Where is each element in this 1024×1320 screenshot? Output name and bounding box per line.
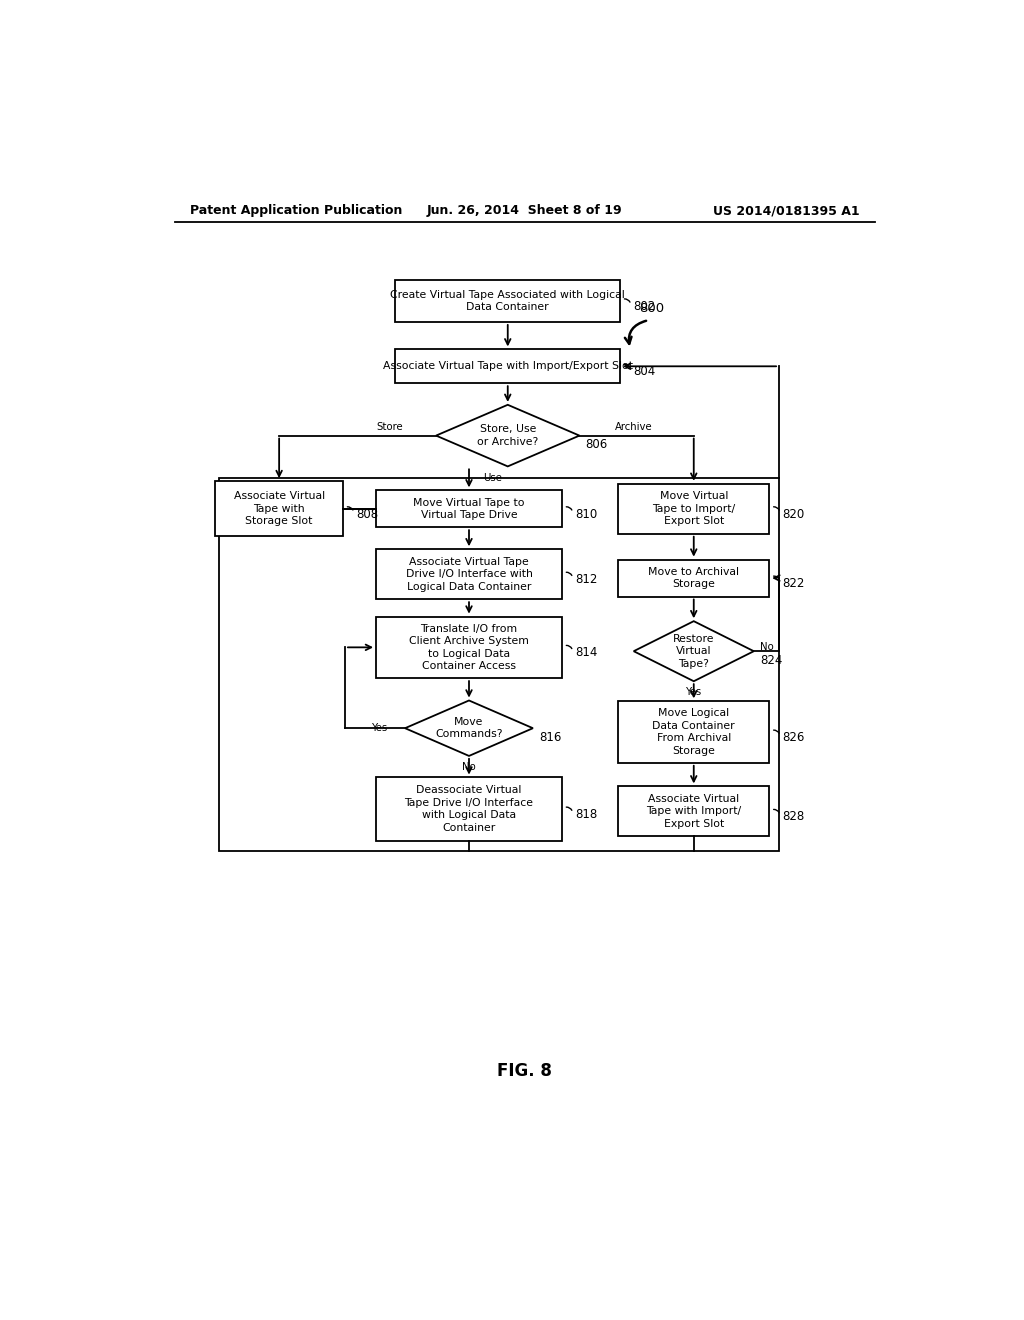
Text: Store, Use
or Archive?: Store, Use or Archive?	[477, 425, 539, 446]
Text: FIG. 8: FIG. 8	[498, 1061, 552, 1080]
Text: Store: Store	[376, 422, 402, 432]
Text: Create Virtual Tape Associated with Logical
Data Container: Create Virtual Tape Associated with Logi…	[390, 289, 625, 312]
Text: 814: 814	[575, 647, 598, 659]
FancyBboxPatch shape	[376, 777, 562, 841]
Text: No: No	[462, 762, 476, 772]
Text: Yes: Yes	[686, 688, 701, 697]
FancyBboxPatch shape	[376, 616, 562, 678]
Text: 810: 810	[575, 508, 597, 520]
Text: 812: 812	[575, 573, 598, 586]
Text: Associate Virtual Tape with Import/Export Slot: Associate Virtual Tape with Import/Expor…	[383, 362, 633, 371]
FancyBboxPatch shape	[618, 701, 769, 763]
Text: Restore
Virtual
Tape?: Restore Virtual Tape?	[673, 634, 715, 669]
FancyBboxPatch shape	[618, 787, 769, 837]
Text: Archive: Archive	[614, 422, 652, 432]
FancyBboxPatch shape	[395, 350, 621, 383]
Text: Jun. 26, 2014  Sheet 8 of 19: Jun. 26, 2014 Sheet 8 of 19	[427, 205, 623, 218]
Text: 808: 808	[356, 508, 378, 520]
FancyBboxPatch shape	[215, 480, 343, 536]
Text: 816: 816	[540, 731, 561, 744]
Text: Associate Virtual Tape
Drive I/O Interface with
Logical Data Container: Associate Virtual Tape Drive I/O Interfa…	[406, 557, 532, 591]
Text: 800: 800	[640, 302, 665, 315]
Text: 826: 826	[782, 731, 805, 744]
Text: No: No	[760, 643, 774, 652]
Polygon shape	[406, 701, 532, 756]
Text: Move
Commands?: Move Commands?	[435, 717, 503, 739]
Text: Associate Virtual
Tape with
Storage Slot: Associate Virtual Tape with Storage Slot	[233, 491, 325, 527]
Text: Move Virtual
Tape to Import/
Export Slot: Move Virtual Tape to Import/ Export Slot	[652, 491, 735, 527]
Text: 802: 802	[633, 300, 655, 313]
Text: Move to Archival
Storage: Move to Archival Storage	[648, 566, 739, 589]
Text: Move Virtual Tape to
Virtual Tape Drive: Move Virtual Tape to Virtual Tape Drive	[414, 498, 524, 520]
Text: Move Logical
Data Container
From Archival
Storage: Move Logical Data Container From Archiva…	[652, 709, 735, 755]
Text: 820: 820	[782, 508, 805, 520]
Text: Use: Use	[482, 473, 502, 483]
Text: 828: 828	[782, 810, 805, 824]
Text: 818: 818	[575, 808, 597, 821]
Text: Associate Virtual
Tape with Import/
Export Slot: Associate Virtual Tape with Import/ Expo…	[646, 793, 741, 829]
Text: 806: 806	[586, 438, 608, 451]
Text: 822: 822	[782, 577, 805, 590]
Text: Translate I/O from
Client Archive System
to Logical Data
Container Access: Translate I/O from Client Archive System…	[409, 624, 529, 671]
Text: 824: 824	[760, 653, 782, 667]
Text: 804: 804	[633, 366, 655, 379]
Polygon shape	[634, 622, 754, 681]
Text: Patent Application Publication: Patent Application Publication	[190, 205, 402, 218]
Text: Deassociate Virtual
Tape Drive I/O Interface
with Logical Data
Container: Deassociate Virtual Tape Drive I/O Inter…	[404, 785, 534, 833]
Polygon shape	[436, 405, 580, 466]
FancyBboxPatch shape	[395, 280, 621, 322]
FancyBboxPatch shape	[618, 560, 769, 597]
FancyBboxPatch shape	[376, 549, 562, 599]
Text: US 2014/0181395 A1: US 2014/0181395 A1	[713, 205, 859, 218]
FancyBboxPatch shape	[618, 483, 769, 533]
Text: Yes: Yes	[372, 723, 388, 733]
FancyBboxPatch shape	[376, 490, 562, 527]
